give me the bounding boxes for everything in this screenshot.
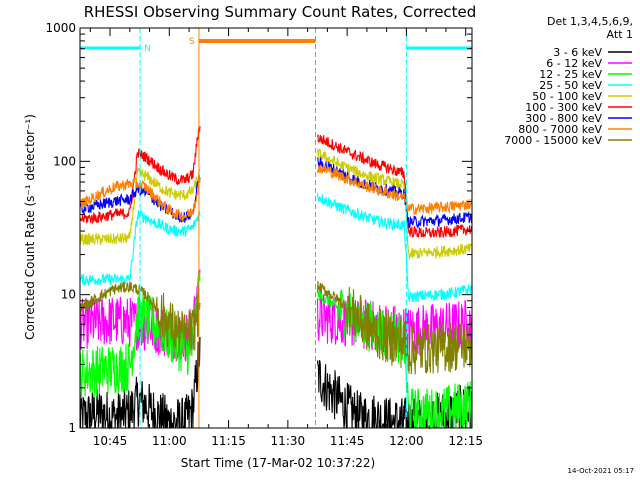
legend-header-line-2: Att 1: [607, 28, 633, 41]
x-tick-label-0: 10:45: [93, 434, 128, 448]
x-axis-label: Start Time (17-Mar-02 10:37:22): [181, 456, 375, 470]
legend-label-0: 3 - 6 keV: [553, 46, 602, 59]
series-2-segment-0: [79, 272, 201, 399]
x-tick-label-1: 11:00: [152, 434, 187, 448]
axes: 10:45 11:00 11:15 11:30 11:45 12:00 12:15 1 10 10…: [45, 21, 483, 448]
legend-label-1: 6 - 12 keV: [546, 57, 602, 70]
series-0-segment-0: [79, 336, 201, 430]
series-3-segment-1: [316, 192, 473, 303]
series-7-segment-1: [316, 163, 473, 216]
legend-label-5: 100 - 300 keV: [525, 101, 602, 114]
series-5-segment-1: [316, 134, 473, 239]
x-tick-label-4: 11:45: [330, 434, 365, 448]
y-tick-label-2: 100: [53, 154, 76, 168]
marker-label-2: S: [189, 37, 195, 47]
chart-title: RHESSI Observing Summary Count Rates, Co…: [84, 3, 477, 21]
marker-label-0: N: [144, 44, 151, 54]
y-tick-label-0: 1: [68, 421, 76, 435]
legend-label-8: 7000 - 15000 keV: [504, 134, 602, 147]
legend-header-line-1: Det 1,3,4,5,6,9,: [547, 15, 633, 28]
series-6-segment-1: [316, 156, 473, 229]
y-axis-label: Corrected Count Rate (s⁻¹ detector⁻¹): [23, 114, 37, 340]
series-8-segment-1: [316, 280, 473, 375]
legend-label-3: 25 - 50 keV: [539, 79, 602, 92]
series-4-segment-0: [79, 167, 201, 246]
plot-frame: [79, 27, 473, 429]
legend-label-7: 800 - 7000 keV: [518, 123, 602, 136]
legend-label-6: 300 - 800 keV: [525, 112, 602, 125]
plot-area: NS: [79, 28, 473, 430]
y-tick-label-1: 10: [61, 288, 76, 302]
y-tick-label-3: 1000: [45, 21, 76, 35]
legend-label-4: 50 - 100 keV: [532, 90, 602, 103]
x-tick-label-5: 12:00: [389, 434, 424, 448]
generation-timestamp: 14-Oct-2021 05:17: [568, 467, 634, 475]
x-tick-label-6: 12:15: [448, 434, 483, 448]
legend-label-2: 12 - 25 keV: [539, 68, 602, 81]
series-5: [79, 126, 473, 239]
series-5-segment-0: [79, 126, 201, 225]
x-tick-label-3: 11:30: [271, 434, 306, 448]
x-tick-label-2: 11:15: [211, 434, 246, 448]
